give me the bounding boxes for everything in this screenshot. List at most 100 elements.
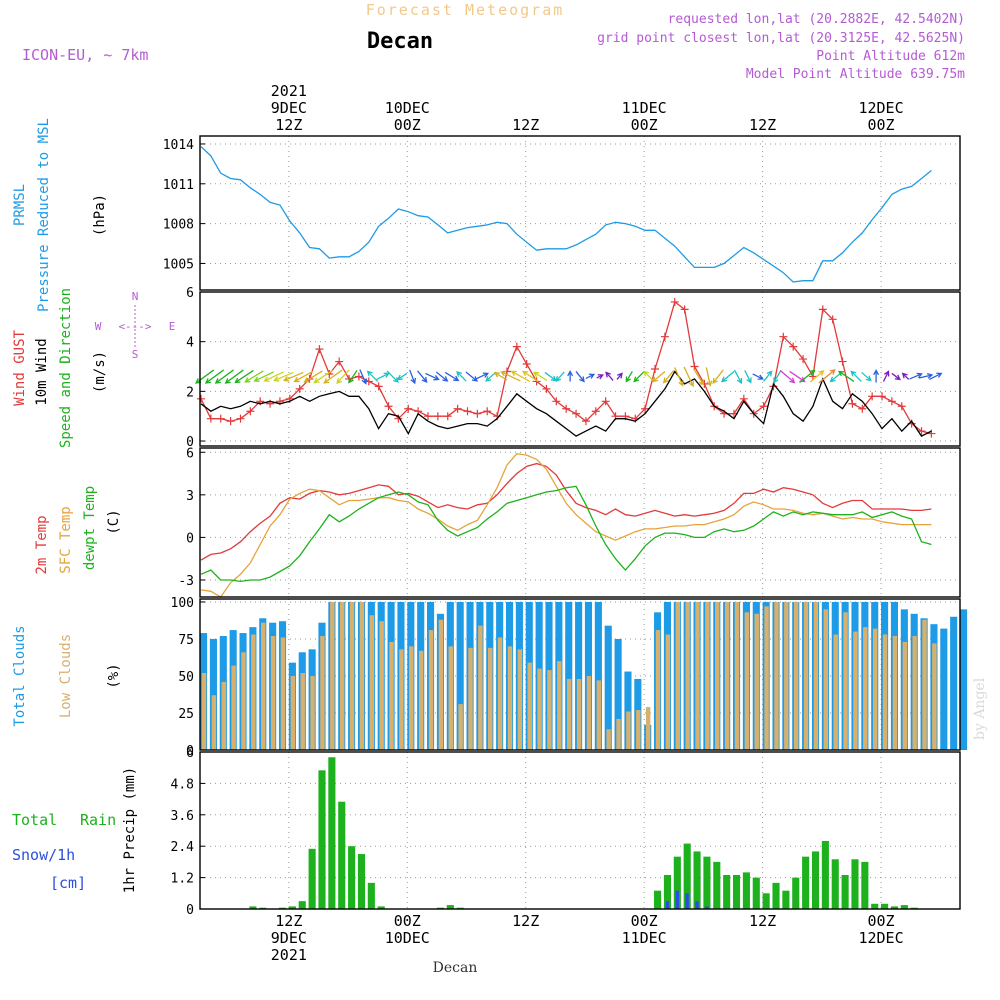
wind-arrow [651, 370, 666, 383]
y-tick-label: 0 [186, 435, 194, 450]
gust-point [404, 404, 413, 413]
wind-arrow [779, 369, 796, 384]
gust-point [315, 345, 324, 354]
bar-secondary [774, 601, 779, 750]
time-label-bottom: 11DEC [622, 929, 667, 947]
legend-label: 2m Temp [34, 515, 50, 574]
bar-secondary [813, 601, 819, 750]
wind-arrow [493, 372, 508, 381]
bar-secondary [517, 649, 523, 750]
model-altitude: Model Point Altitude 639.75m [746, 67, 965, 82]
time-label-top: 00Z [867, 116, 894, 134]
bar-secondary [576, 678, 582, 750]
wind-arrow [809, 370, 825, 383]
wind-arrow [616, 372, 623, 380]
wind-arrow [194, 369, 215, 384]
time-label-top: 2021 [271, 82, 307, 100]
gust-point [641, 404, 650, 413]
wind-arrow [625, 371, 633, 383]
wind-arrow [336, 369, 350, 384]
bar-secondary [339, 601, 345, 750]
time-label-bottom: 00Z [394, 912, 421, 930]
wind-arrow [662, 370, 675, 384]
bar-primary [861, 861, 869, 909]
wind-arrow [293, 370, 313, 383]
time-label-bottom: 12DEC [858, 929, 903, 947]
gust-point [552, 397, 561, 406]
wind-arrow [386, 370, 399, 383]
bar-secondary [705, 601, 710, 750]
bar-secondary [655, 630, 661, 750]
bar-primary [723, 874, 731, 909]
bar-secondary [685, 601, 690, 750]
bar-secondary [823, 609, 829, 750]
bar-primary [792, 877, 800, 909]
wind-arrow [861, 371, 872, 382]
bar-primary [348, 846, 356, 909]
panel-frame [199, 751, 961, 910]
bar-primary [456, 601, 464, 750]
bar-primary [654, 890, 662, 909]
bar-primary [584, 601, 593, 750]
wind-arrow [567, 370, 574, 382]
time-label-top: 12DEC [858, 99, 903, 117]
panel-2: 0 2 4 6 Wind GUST 10m Wind Speed and Direction… [12, 286, 961, 450]
wind-arrow [891, 372, 901, 381]
bar-secondary [902, 641, 907, 750]
wind-arrow [901, 372, 910, 380]
gust-point [463, 407, 472, 416]
legend-label: PRMSL [12, 184, 28, 226]
bar-primary [328, 757, 336, 909]
bar-secondary [231, 665, 236, 750]
bar-primary [614, 638, 622, 750]
panel-1: 1005 1008 1011 1014 PRMSL Pressure Reduced to… [12, 118, 961, 312]
gust-point [424, 412, 432, 421]
time-label-top: 11DEC [622, 99, 667, 117]
bar-primary [446, 905, 454, 909]
gust-point [473, 409, 482, 418]
bar-secondary [695, 901, 699, 909]
legend-label-rain: Rain [80, 811, 116, 829]
bar-secondary [596, 680, 602, 750]
bar-primary [811, 851, 820, 909]
panel-frame [199, 447, 961, 598]
bar-secondary [537, 668, 542, 750]
bar-secondary [211, 695, 217, 750]
bar-primary [338, 801, 346, 909]
series-line-1 [200, 146, 932, 283]
bar-primary [357, 854, 366, 909]
wind-arrow [532, 371, 548, 382]
bar-primary [594, 601, 602, 750]
bar-secondary [409, 646, 414, 750]
wind-arrow [882, 370, 890, 382]
bar-secondary [300, 673, 305, 750]
wind-arrow [244, 370, 264, 383]
bar-secondary [399, 649, 404, 750]
gust-point [196, 394, 205, 403]
gust-point [572, 409, 581, 418]
panel-frame [199, 598, 961, 751]
bar-secondary [793, 601, 799, 750]
gust-point [443, 412, 452, 421]
bar-secondary [349, 601, 355, 750]
wind-arrow [712, 369, 724, 385]
y-tick-label: 0 [186, 903, 194, 918]
bar-secondary [280, 637, 286, 750]
time-label-top: 12Z [749, 116, 776, 134]
wind-arrow [359, 369, 367, 385]
bar-secondary [843, 612, 848, 750]
wind-arrow [605, 371, 614, 381]
wind-arrow [263, 371, 284, 382]
bar-secondary [586, 675, 592, 750]
bar-secondary [566, 678, 572, 750]
bar-secondary [438, 619, 444, 750]
bar-primary [318, 770, 326, 909]
wind-arrow [510, 370, 531, 383]
wind-arrow [683, 366, 695, 388]
wind-arrow [733, 369, 743, 385]
bar-secondary [665, 901, 670, 909]
bar-primary [683, 843, 691, 909]
model-label: ICON-EU, ~ 7km [22, 46, 148, 64]
time-label-top: 00Z [631, 116, 658, 134]
gust-point [374, 382, 383, 391]
